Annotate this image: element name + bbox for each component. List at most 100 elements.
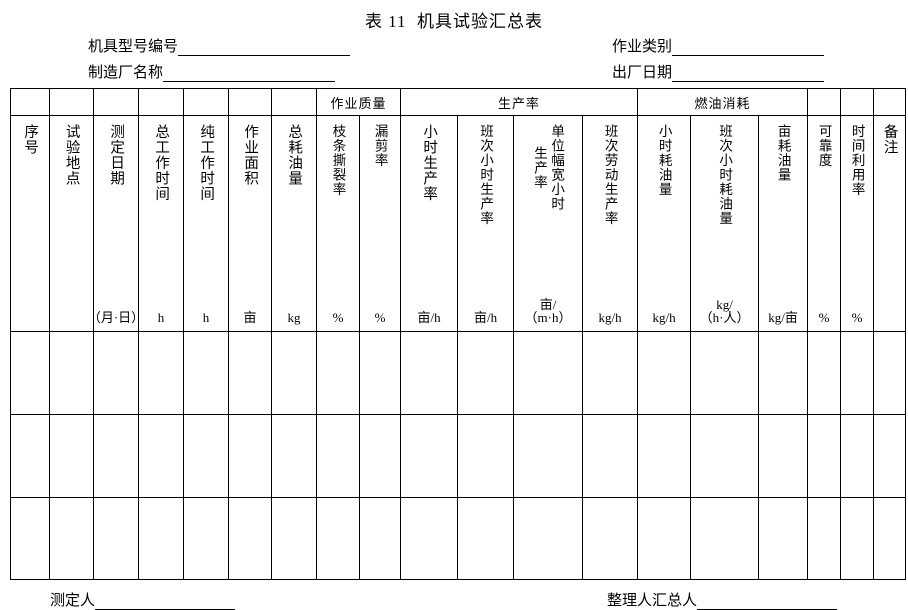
- cell[interactable]: [316, 414, 360, 498]
- cell[interactable]: [873, 414, 907, 498]
- cell[interactable]: [513, 497, 584, 580]
- cell[interactable]: [840, 414, 875, 498]
- col-header-total-work-time: 总工作时间 h: [138, 115, 184, 332]
- col-header-pure-work-time-label: 纯工作时间: [198, 124, 215, 202]
- field-production-date: 出厂日期: [612, 64, 884, 82]
- col-header-unit-width-unit-line2: （m·h）: [524, 310, 572, 326]
- group-blank-6: [228, 88, 272, 116]
- cell[interactable]: [358, 414, 402, 498]
- cell[interactable]: [840, 331, 875, 415]
- field-manufacturer-name-label: 制造厂名称: [88, 65, 164, 81]
- col-header-unit-width-unit-line1: 亩/: [539, 296, 557, 312]
- col-header-reliability-label: 可靠度: [816, 124, 832, 168]
- cell[interactable]: [49, 497, 94, 580]
- col-header-hourly-productivity-unit: 亩/h: [417, 309, 441, 325]
- cell[interactable]: [183, 331, 229, 415]
- cell[interactable]: [93, 497, 139, 580]
- cell[interactable]: [457, 331, 515, 415]
- col-header-shift-hourly-productivity-label: 班次小时生产率: [478, 124, 494, 226]
- col-header-unit-width-unit: 亩/ （m·h）: [525, 298, 572, 326]
- cell[interactable]: [637, 497, 692, 580]
- cell[interactable]: [513, 331, 584, 415]
- col-header-reliability-unit: %: [818, 309, 830, 325]
- cell[interactable]: [807, 497, 842, 580]
- cell[interactable]: [10, 414, 50, 498]
- cell[interactable]: [400, 497, 459, 580]
- col-header-shift-hourly-fuel-unit: kg/ （h·人）: [700, 298, 750, 326]
- col-header-total-work-time-label: 总工作时间: [153, 124, 170, 202]
- col-header-index: 序号: [10, 115, 50, 332]
- cell[interactable]: [690, 414, 760, 498]
- col-header-hourly-productivity-label: 小时生产率: [421, 124, 438, 202]
- group-blank-2: [49, 88, 94, 116]
- cell[interactable]: [316, 331, 360, 415]
- cell[interactable]: [93, 331, 139, 415]
- col-header-branch-tear-rate-label: 枝条撕裂率: [330, 124, 346, 197]
- cell[interactable]: [513, 414, 584, 498]
- cell[interactable]: [271, 331, 317, 415]
- cell[interactable]: [271, 414, 317, 498]
- cell[interactable]: [183, 497, 229, 580]
- cell[interactable]: [758, 497, 809, 580]
- cell[interactable]: [690, 497, 760, 580]
- group-blank-8: [807, 88, 842, 116]
- field-operation-category-input[interactable]: [672, 41, 824, 56]
- cell[interactable]: [228, 414, 272, 498]
- field-operation-category-label: 作业类别: [611, 39, 672, 55]
- cell[interactable]: [582, 331, 639, 415]
- cell[interactable]: [758, 414, 809, 498]
- cell[interactable]: [316, 497, 360, 580]
- cell[interactable]: [690, 331, 760, 415]
- field-operation-category: 作业类别: [612, 38, 884, 56]
- col-header-miss-cut-rate-label: 漏剪率: [372, 124, 388, 168]
- field-model-number-input[interactable]: [178, 41, 351, 56]
- col-header-unit-width-hourly-productivity: 单位幅宽小时 生产率 亩/ （m·h）: [513, 115, 584, 332]
- cell[interactable]: [10, 331, 50, 415]
- cell[interactable]: [873, 331, 907, 415]
- col-header-per-mu-fuel-label: 亩耗油量: [775, 124, 791, 182]
- cell[interactable]: [271, 497, 317, 580]
- cell[interactable]: [10, 497, 50, 580]
- cell[interactable]: [457, 497, 515, 580]
- cell[interactable]: [138, 331, 184, 415]
- cell[interactable]: [358, 331, 402, 415]
- cell[interactable]: [49, 331, 94, 415]
- group-blank-1: [10, 88, 50, 116]
- cell[interactable]: [138, 414, 184, 498]
- col-header-pure-work-time-unit: h: [202, 309, 210, 325]
- col-header-per-mu-fuel-unit: kg/亩: [768, 309, 798, 325]
- cell[interactable]: [637, 331, 692, 415]
- cell[interactable]: [49, 414, 94, 498]
- cell[interactable]: [840, 497, 875, 580]
- table-row: [10, 414, 907, 498]
- cell[interactable]: [582, 497, 639, 580]
- cell[interactable]: [582, 414, 639, 498]
- cell[interactable]: [228, 497, 272, 580]
- field-compiler: 整理人汇总人: [607, 589, 838, 610]
- cell[interactable]: [807, 331, 842, 415]
- cell[interactable]: [400, 331, 459, 415]
- cell[interactable]: [138, 497, 184, 580]
- col-header-work-area: 作业面积 亩: [228, 115, 272, 332]
- meta-line-2: 制造厂名称 出厂日期: [0, 56, 908, 82]
- field-manufacturer-name-input[interactable]: [163, 67, 336, 82]
- cell[interactable]: [358, 497, 402, 580]
- group-blank-9: [840, 88, 875, 116]
- cell[interactable]: [183, 414, 229, 498]
- cell[interactable]: [228, 331, 272, 415]
- cell[interactable]: [807, 414, 842, 498]
- cell[interactable]: [873, 497, 907, 580]
- col-header-total-fuel-label: 总耗油量: [286, 124, 303, 186]
- cell[interactable]: [400, 414, 459, 498]
- cell[interactable]: [758, 331, 809, 415]
- col-header-shift-labor-productivity-label: 班次劳动生产率: [602, 124, 618, 226]
- group-blank-7: [271, 88, 317, 116]
- col-header-miss-cut-rate: 漏剪率 %: [358, 115, 402, 332]
- cell[interactable]: [457, 414, 515, 498]
- group-blank-4: [138, 88, 184, 116]
- col-header-hourly-fuel-unit: kg/h: [652, 309, 676, 325]
- field-model-number: 机具型号编号: [88, 38, 351, 56]
- cell[interactable]: [93, 414, 139, 498]
- cell[interactable]: [637, 414, 692, 498]
- field-production-date-input[interactable]: [672, 67, 824, 82]
